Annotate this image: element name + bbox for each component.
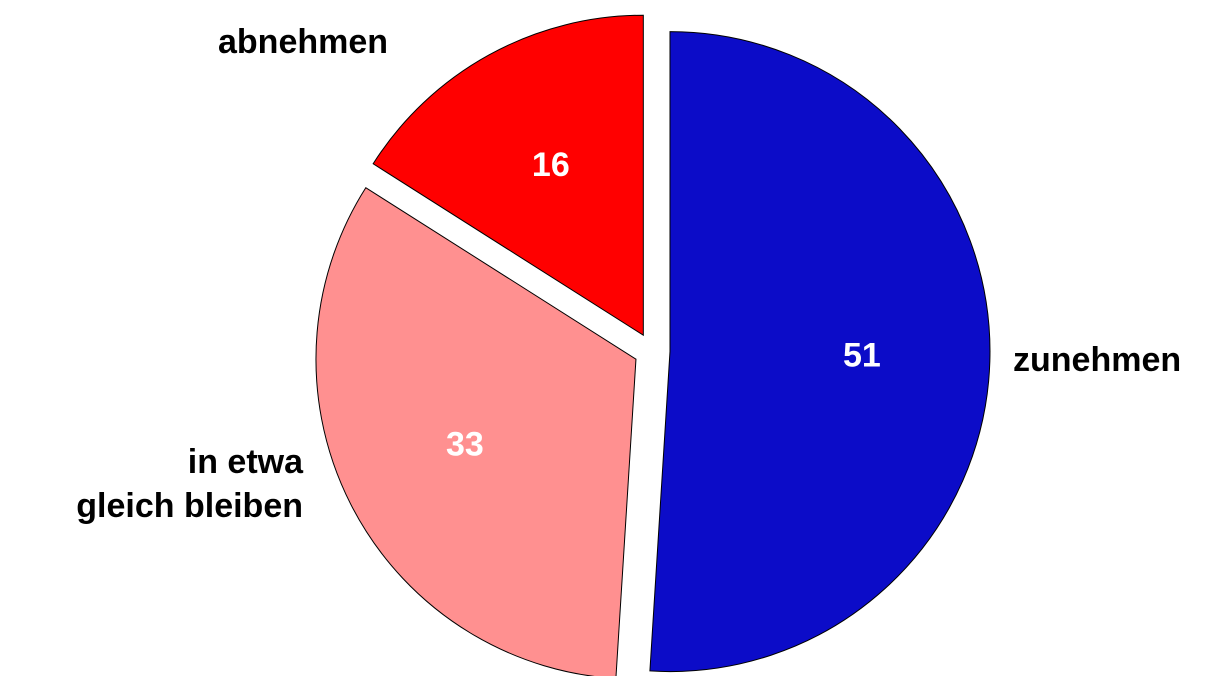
value-label: 16 [532, 146, 570, 184]
value-label: 33 [446, 425, 484, 463]
pie-slice [315, 187, 637, 676]
category-label: abnehmen [218, 23, 389, 61]
category-label: zunehmen [1013, 341, 1182, 379]
category-label: in etwa gleich bleiben [76, 443, 303, 525]
pie-slice [649, 31, 991, 673]
value-label: 51 [843, 337, 881, 375]
pie-slice [372, 14, 644, 337]
